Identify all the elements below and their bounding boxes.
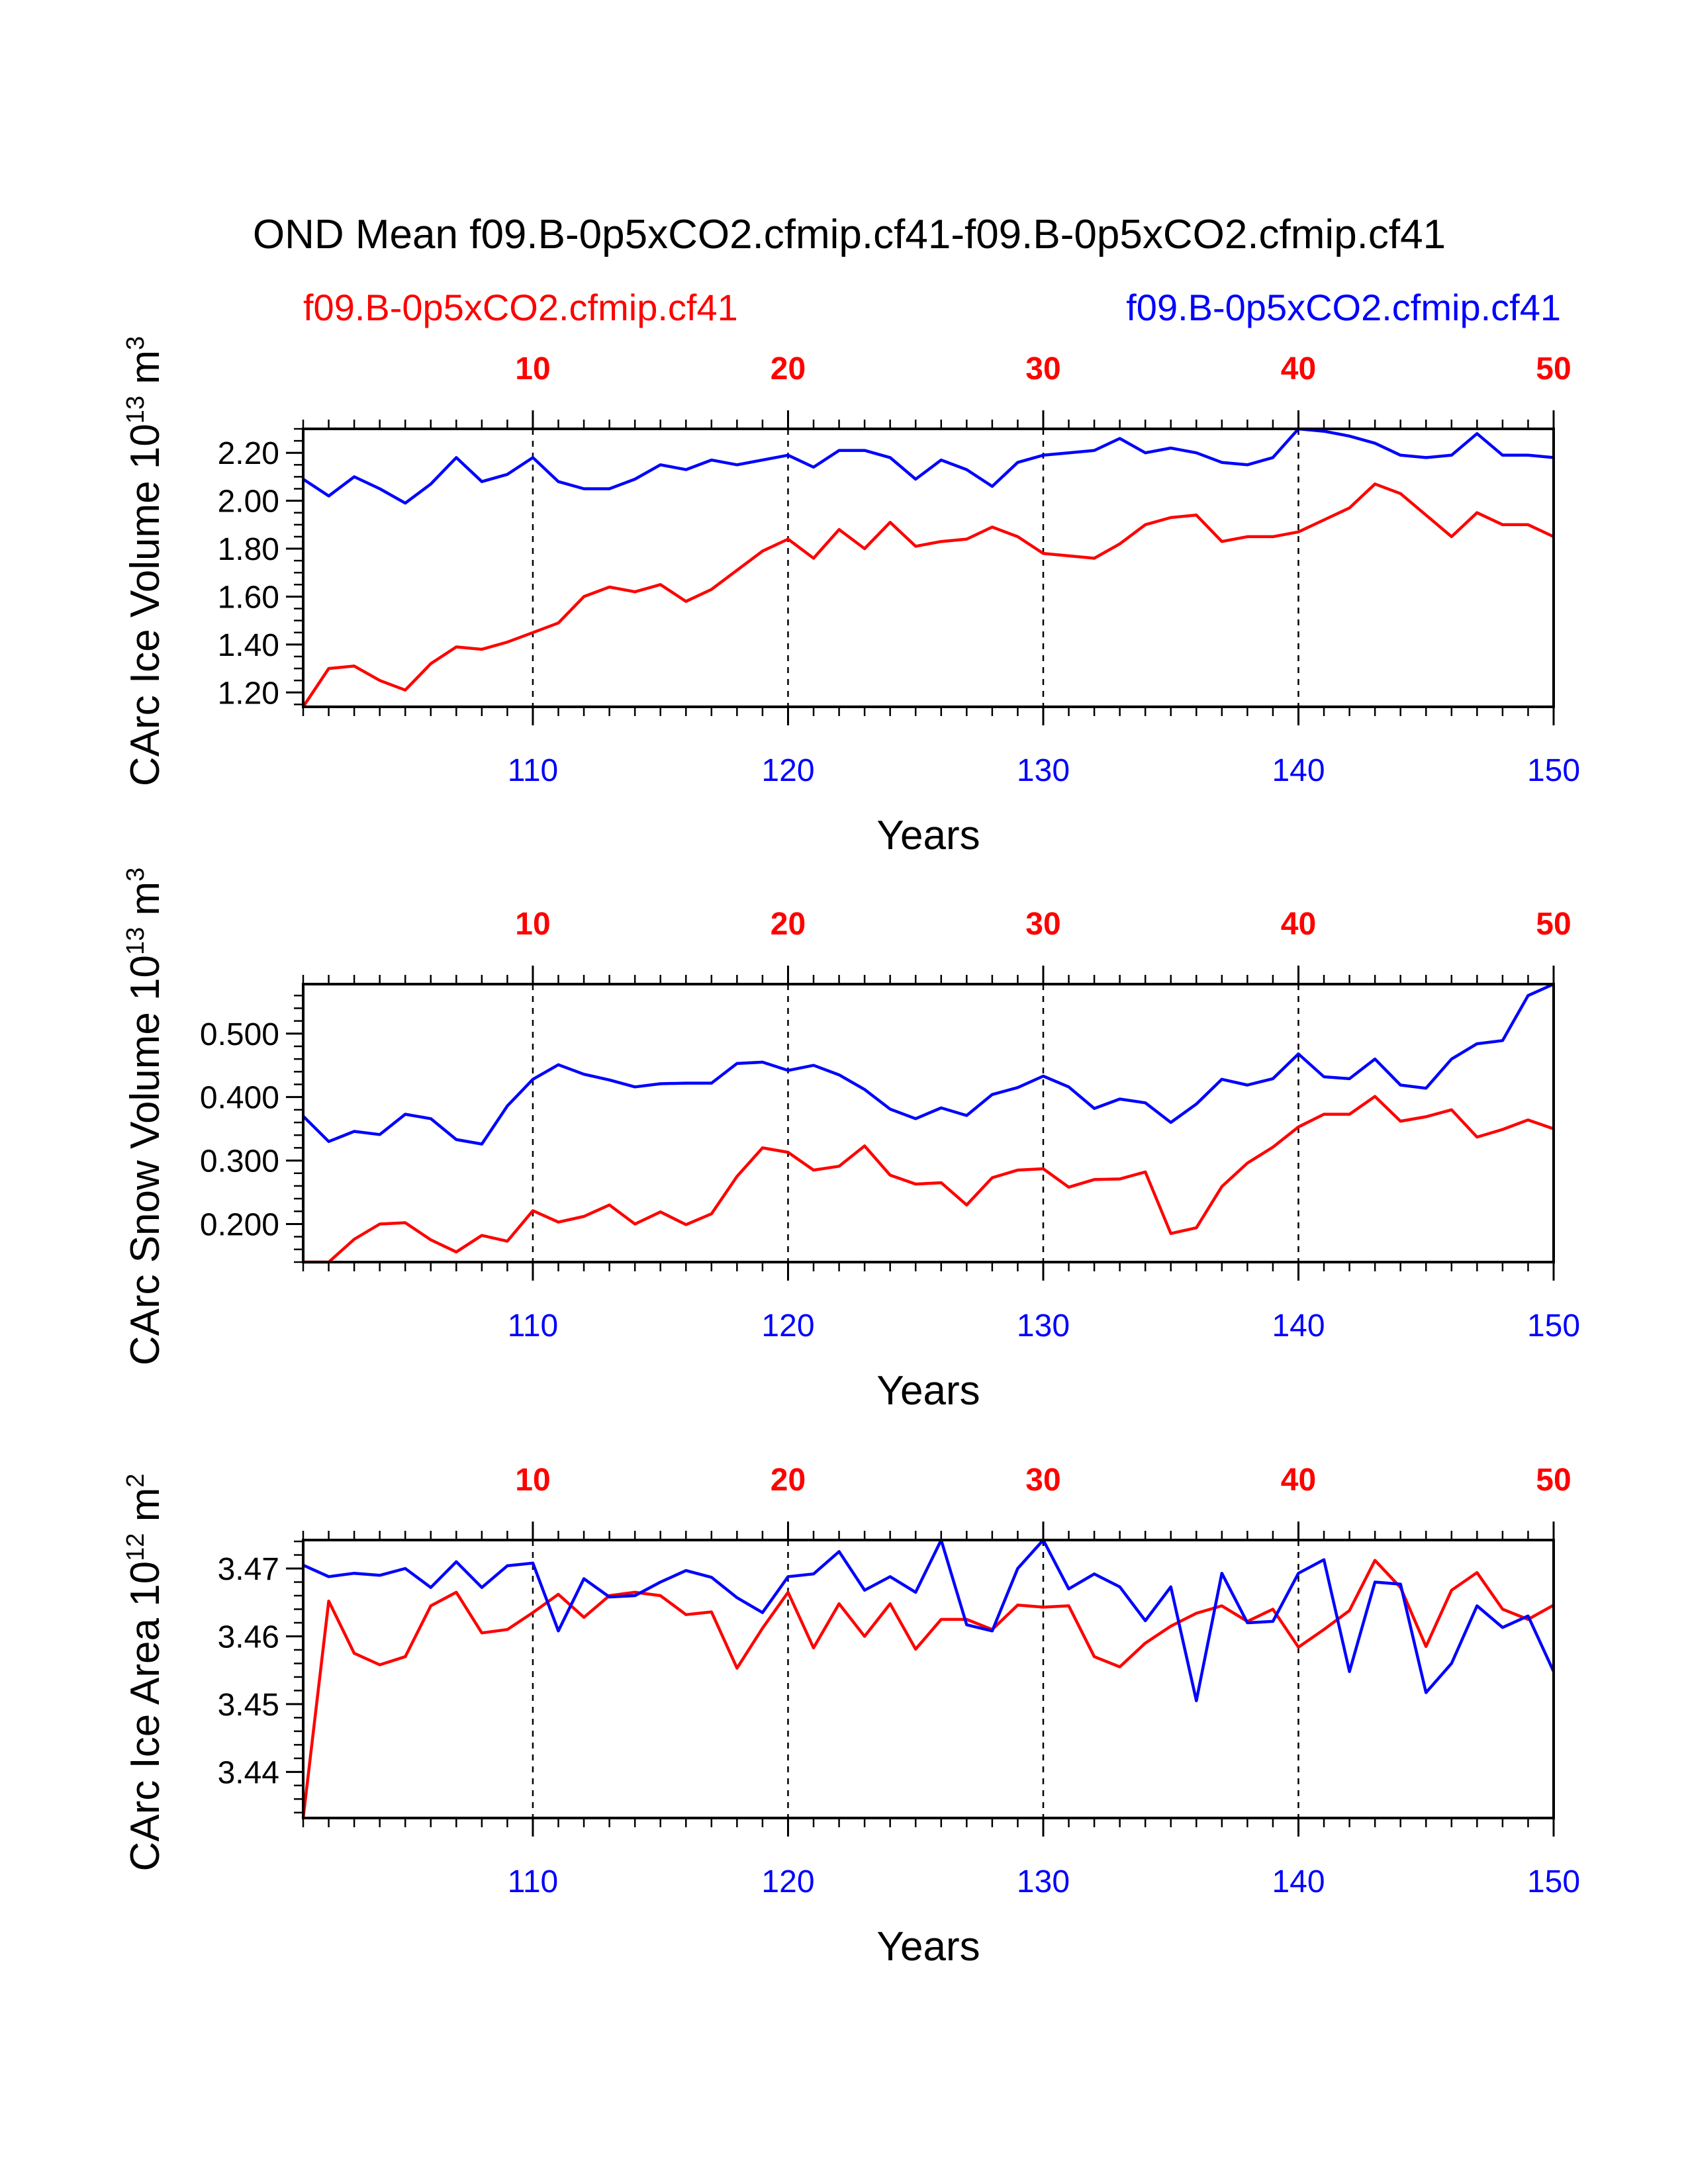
y-axis-title-part: CArc Ice Volume 10 xyxy=(122,424,168,786)
top-tick-label: 50 xyxy=(1536,907,1571,942)
top-tick-label: 50 xyxy=(1536,351,1571,387)
y-tick-label: 0.300 xyxy=(200,1144,279,1179)
y-axis-title: CArc Ice Volume 1013 m3 xyxy=(122,336,168,786)
y-axis-title-part: CArc Ice Area 10 xyxy=(122,1561,168,1872)
y-tick-label: 1.60 xyxy=(218,580,279,615)
y-axis-title: CArc Ice Area 1012 m2 xyxy=(122,1474,168,1872)
y-tick-label: 2.20 xyxy=(218,436,279,471)
bottom-tick-label: 120 xyxy=(761,1864,814,1899)
x-axis-title: Years xyxy=(876,1924,980,1970)
bottom-tick-label: 140 xyxy=(1272,1308,1325,1343)
legend-red-label: f09.B-0p5xCO2.cfmip.cf41 xyxy=(303,287,738,328)
y-axis-title-part: 12 xyxy=(122,1533,150,1561)
y-axis-title-part: 13 xyxy=(122,396,150,424)
bottom-tick-label: 110 xyxy=(508,753,559,788)
x-axis-title: Years xyxy=(876,813,980,858)
y-axis-title: CArc Snow Volume 1013 m3 xyxy=(122,868,168,1366)
plot-frame xyxy=(302,1539,1555,1819)
y-tick-label: 1.40 xyxy=(218,628,279,663)
y-tick-label: 3.46 xyxy=(218,1619,279,1655)
y-tick-label: 3.44 xyxy=(218,1755,279,1790)
panel-3: 3.44 3.45 3.46 3.47 110 10 120 20 130 30 140 40 150 5… xyxy=(122,1463,1580,1970)
series-line-red xyxy=(302,482,1554,708)
top-tick-label: 50 xyxy=(1536,1463,1571,1498)
bottom-tick-label: 140 xyxy=(1272,753,1325,788)
series-line-blue xyxy=(303,1538,1556,1703)
plot-frame xyxy=(302,428,1555,708)
top-tick-label: 10 xyxy=(515,351,550,387)
bottom-tick-label: 150 xyxy=(1527,1864,1580,1899)
top-tick-label: 40 xyxy=(1281,907,1316,942)
bottom-tick-label: 150 xyxy=(1527,753,1580,788)
y-tick-label: 0.400 xyxy=(200,1081,279,1116)
series-line-blue xyxy=(302,982,1554,1146)
y-axis-title-part: m xyxy=(122,882,168,927)
bottom-tick-label: 130 xyxy=(1017,1308,1070,1343)
y-axis-title-part: 13 xyxy=(122,927,150,955)
top-tick-label: 30 xyxy=(1025,907,1060,942)
bottom-tick-label: 140 xyxy=(1272,1864,1325,1899)
bottom-tick-label: 120 xyxy=(761,753,814,788)
y-axis-title-part: m xyxy=(122,1488,168,1533)
bottom-tick-label: 130 xyxy=(1017,1864,1070,1899)
y-tick-label: 0.200 xyxy=(200,1207,279,1242)
x-axis-title: Years xyxy=(876,1368,980,1414)
panel-1: 1.20 1.40 1.60 1.80 2.00 2.20 110 10 120 20 130 30 1… xyxy=(122,336,1580,858)
y-axis-title-part: 3 xyxy=(122,868,150,882)
panel-2: 0.200 0.300 0.400 0.500 110 10 120 20 130 30 140 40… xyxy=(122,868,1580,1414)
bottom-tick-label: 150 xyxy=(1527,1308,1580,1343)
y-tick-label: 3.45 xyxy=(218,1688,279,1723)
figure-title: OND Mean f09.B-0p5xCO2.cfmip.cf41-f09.B-… xyxy=(253,212,1446,257)
bottom-tick-label: 110 xyxy=(508,1308,559,1343)
y-tick-label: 0.500 xyxy=(200,1017,279,1052)
top-tick-label: 20 xyxy=(771,1463,806,1498)
top-tick-label: 30 xyxy=(1025,1463,1060,1498)
y-tick-label: 3.47 xyxy=(218,1552,279,1587)
top-tick-label: 40 xyxy=(1281,351,1316,387)
top-tick-label: 40 xyxy=(1281,1463,1316,1498)
series-line-red xyxy=(301,1559,1555,1819)
bottom-tick-label: 110 xyxy=(508,1864,559,1899)
legend-blue-label: f09.B-0p5xCO2.cfmip.cf41 xyxy=(1126,287,1561,328)
top-tick-label: 30 xyxy=(1025,351,1060,387)
top-tick-label: 10 xyxy=(515,907,550,942)
y-axis-title-part: 2 xyxy=(122,1474,150,1488)
top-tick-label: 10 xyxy=(515,1463,550,1498)
plot-frame xyxy=(302,983,1555,1263)
bottom-tick-label: 130 xyxy=(1017,753,1070,788)
y-axis-title-part: m xyxy=(122,350,168,396)
y-tick-label: 1.20 xyxy=(218,676,279,711)
series-line-blue xyxy=(302,427,1554,505)
top-tick-label: 20 xyxy=(771,351,806,387)
y-axis-title-part: CArc Snow Volume 10 xyxy=(122,955,168,1365)
y-axis-title-part: 3 xyxy=(122,336,150,350)
y-tick-label: 2.00 xyxy=(218,484,279,520)
top-tick-label: 20 xyxy=(771,907,806,942)
bottom-tick-label: 120 xyxy=(761,1308,814,1343)
y-tick-label: 1.80 xyxy=(218,532,279,567)
panels: 1.20 1.40 1.60 1.80 2.00 2.20 110 10 120 20 130 30 1… xyxy=(122,336,1580,1970)
series-line-red xyxy=(303,1095,1554,1264)
